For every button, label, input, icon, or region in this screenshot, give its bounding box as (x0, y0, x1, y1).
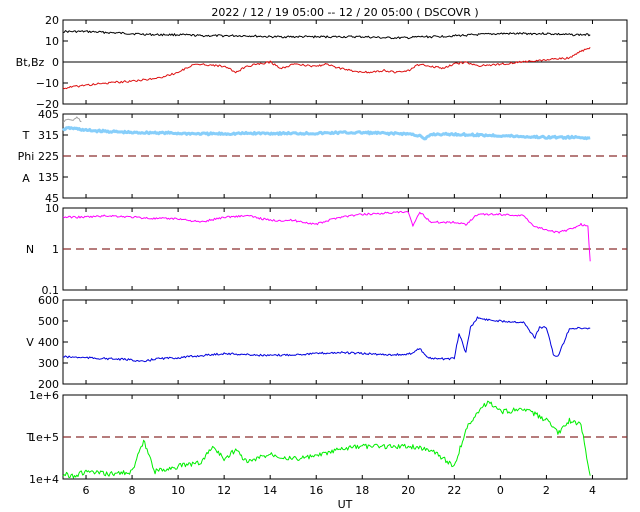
x-tick-label: 14 (263, 484, 277, 497)
y-axis-label: Phi (18, 150, 35, 163)
series-line-speed (62, 316, 591, 363)
y-tick-label: 1 (52, 243, 59, 256)
y-axis-label: N (26, 243, 34, 256)
y-tick-label: 0 (52, 56, 59, 69)
y-tick-label: −20 (36, 98, 59, 111)
y-tick-label: 10 (45, 35, 59, 48)
series-line-temperature (62, 400, 591, 479)
y-tick-label: 600 (38, 294, 59, 307)
series-line-bz (62, 46, 591, 90)
y-tick-label: 405 (38, 108, 59, 121)
series-line-bt (63, 30, 591, 40)
y-tick-label: 0.1 (42, 284, 60, 297)
series-line-phi (62, 116, 82, 123)
x-axis-label: UT (338, 498, 353, 511)
x-tick-label: 4 (589, 484, 596, 497)
y-axis-label: Bt,Bz (16, 56, 45, 69)
y-tick-label: 1e+4 (29, 473, 59, 486)
x-tick-label: 18 (355, 484, 369, 497)
y-tick-label: 10 (45, 202, 59, 215)
y-axis-label: A (22, 172, 30, 185)
y-tick-label: 300 (38, 357, 59, 370)
panel-temperature: 1e+6 1e+5 1e+4 T (26, 389, 628, 486)
chart-title: 2022 / 12 / 19 05:00 -- 12 / 20 05:00 ( … (211, 6, 478, 19)
y-tick-label: 315 (38, 129, 59, 142)
y-axis-label: T (22, 129, 30, 142)
y-tick-label: 200 (38, 378, 59, 391)
x-tick-label: 10 (171, 484, 185, 497)
panel-field-angles: 405 315 225 135 45 T Phi A (18, 108, 628, 205)
y-tick-label: 1e+5 (29, 431, 59, 444)
y-tick-label: 500 (38, 315, 59, 328)
panel-density: 10 1 0.1 N (26, 202, 628, 297)
y-tick-label: 20 (45, 14, 59, 27)
x-tick-label: 16 (309, 484, 323, 497)
x-tick-label: 22 (447, 484, 461, 497)
x-tick-label: 20 (401, 484, 415, 497)
x-tick-label: 2 (543, 484, 550, 497)
y-tick-label: 225 (38, 150, 59, 163)
panel-speed: 600 500 400 300 200 V (26, 294, 628, 391)
series-line-density (62, 210, 591, 262)
y-axis-label: V (26, 336, 34, 349)
x-tick-label: 8 (129, 484, 136, 497)
chart-panels: 20100−10−20Bt,Bz40531522513545TPhiA1010.… (16, 14, 628, 497)
y-axis-label: T (26, 431, 34, 444)
series-line-theta (61, 125, 591, 141)
x-tick-label: 0 (497, 484, 504, 497)
y-tick-label: −10 (36, 77, 59, 90)
y-tick-label: 135 (38, 171, 59, 184)
x-tick-label: 12 (217, 484, 231, 497)
y-tick-label: 400 (38, 336, 59, 349)
y-tick-label: 1e+6 (29, 389, 59, 402)
y-tick-label: 45 (45, 192, 59, 205)
panel-magnetic-field: 20 10 0 −10 −20 Bt,Bz (16, 14, 628, 111)
x-tick-label: 6 (83, 484, 90, 497)
panel-frame (62, 299, 628, 385)
